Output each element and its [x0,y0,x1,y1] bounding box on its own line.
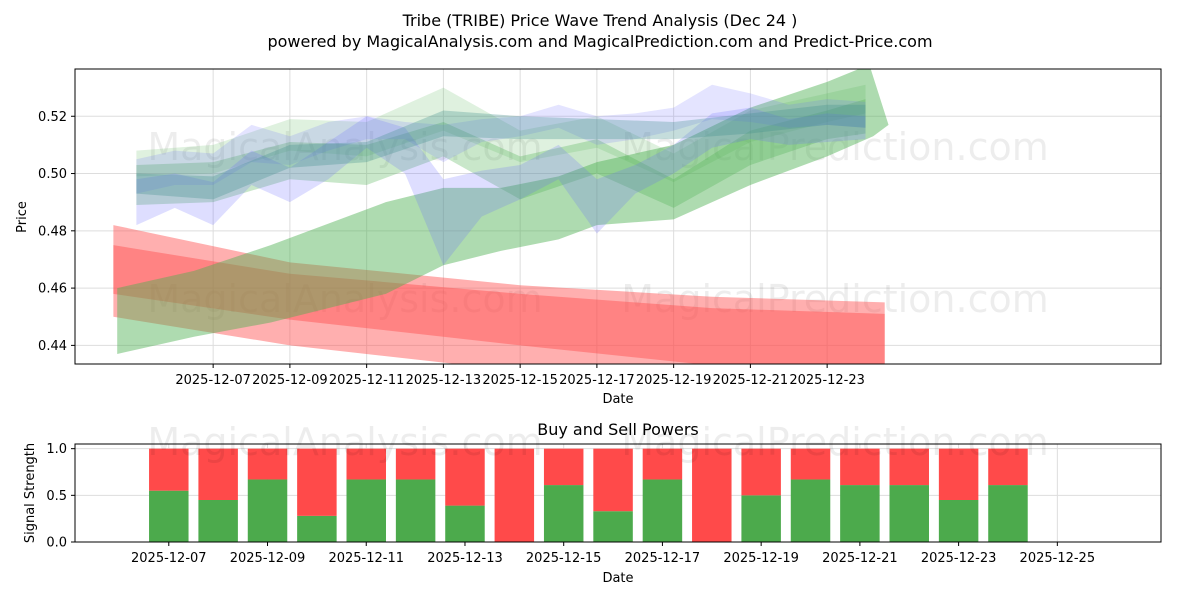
price-y-tick-label: 0.52 [38,110,67,125]
buy-bar [198,500,238,542]
price-y-tick-label: 0.44 [38,339,67,354]
sell-bar [346,448,386,480]
buy-bar [543,485,584,542]
signal-chart: Buy and Sell Powers MagicalAnalysis.com … [23,420,1162,586]
signal-x-ticks: 2025-12-07 2025-12-09 2025-12-11 2025-12-13… [131,542,1095,566]
buy-bar [149,490,189,542]
price-grid [75,69,1161,364]
price-x-tick-label: 2025-12-15 [482,373,558,388]
price-x-ticks: 2025-12-07 2025-12-09 2025-12-11 2025-12-13… [175,364,865,388]
signal-x-tick-label: 2025-12-09 [230,551,306,566]
signal-plot-frame [74,443,1162,543]
watermark-prediction-mid: MagicalPrediction.com [621,277,1049,321]
price-chart: MagicalAnalysis.com MagicalPrediction.co… [15,68,1162,407]
price-band-red-band-1 [113,225,885,364]
signal-y-tick-label: 0.0 [46,536,67,551]
watermark-prediction-bottom: MagicalPrediction.com [621,420,1049,464]
sell-bar [988,448,1028,486]
price-x-tick-label: 2025-12-11 [329,373,405,388]
price-plot-background [75,69,1161,364]
buy-bar [593,511,633,542]
sell-bar [692,448,732,542]
sell-bar [543,448,584,486]
price-y-ticks: 0.44 0.46 0.48 0.50 0.52 [38,110,75,354]
price-band-teal-band [136,104,866,200]
price-band-red-band-2 [113,245,885,364]
buy-bar [889,485,929,542]
watermark-analysis-bottom: MagicalAnalysis.com [147,420,542,464]
signal-x-tick-label: 2025-12-17 [625,551,701,566]
signal-x-tick-label: 2025-12-21 [822,551,898,566]
sell-bar [247,448,288,480]
price-plot-frame [74,68,1162,365]
sell-bar [642,448,683,480]
price-band-blue-band-1 [136,107,866,266]
signal-x-tick-label: 2025-12-23 [921,551,997,566]
signal-x-tick-label: 2025-12-07 [131,551,207,566]
signal-bars [149,448,1028,542]
sell-bar [593,448,633,512]
price-x-tick-label: 2025-12-13 [406,373,482,388]
sell-bar [840,448,880,486]
sell-bar [938,448,979,500]
sell-bar [395,448,436,480]
buy-bar [790,479,831,542]
price-band-green-band-2 [136,99,866,208]
signal-x-label: Date [602,571,633,586]
signal-x-tick-label: 2025-12-19 [723,551,799,566]
signal-x-tick-label: 2025-12-11 [328,551,404,566]
price-x-label: Date [602,392,633,407]
buy-bar [445,505,485,542]
buy-bar [346,479,386,542]
sell-bar [741,448,781,496]
price-y-tick-label: 0.48 [38,224,67,239]
buy-bar [297,515,337,542]
buy-bar [938,500,979,542]
buy-bar [395,479,436,542]
sell-bar [445,448,485,506]
signal-y-ticks: 0.0 0.5 1.0 [46,442,75,551]
price-x-tick-label: 2025-12-23 [789,373,865,388]
buy-bar [642,479,683,542]
price-bands [113,69,889,364]
buy-bar [247,479,288,542]
signal-x-tick-label: 2025-12-15 [526,551,602,566]
price-x-tick-label: 2025-12-17 [559,373,635,388]
buy-bar [988,485,1028,542]
price-watermarks: MagicalAnalysis.com MagicalPrediction.co… [147,125,1048,321]
sell-bar [297,448,337,516]
sell-bar [889,448,929,486]
sell-bar [790,448,831,480]
price-band-green-band-1 [117,69,889,354]
price-y-label: Price [15,201,30,233]
chart-title: Tribe (TRIBE) Price Wave Trend Analysis … [402,11,798,30]
buy-bar [741,495,781,542]
price-y-tick-label: 0.46 [38,282,67,297]
watermark-prediction-top: MagicalPrediction.com [621,125,1049,169]
signal-x-tick-label: 2025-12-13 [427,551,503,566]
price-band-blue-band-2 [136,84,866,194]
sell-bar [198,448,238,500]
signal-chart-title: Buy and Sell Powers [537,420,699,439]
signal-y-label: Signal Strength [23,443,38,543]
buy-bar [840,485,880,542]
price-x-tick-label: 2025-12-21 [713,373,789,388]
price-y-tick-label: 0.50 [38,167,67,182]
signal-x-tick-label: 2025-12-25 [1020,551,1096,566]
signal-y-tick-label: 0.5 [46,489,67,504]
watermark-analysis-mid: MagicalAnalysis.com [147,277,542,321]
price-band-green-band-3 [136,84,866,183]
price-x-tick-label: 2025-12-07 [175,373,251,388]
signal-y-tick-label: 1.0 [46,442,67,457]
price-x-tick-label: 2025-12-19 [636,373,712,388]
sell-bar [149,448,189,491]
price-x-tick-label: 2025-12-09 [252,373,328,388]
chart-subtitle: powered by MagicalAnalysis.com and Magic… [267,32,932,51]
watermark-analysis-top: MagicalAnalysis.com [147,125,542,169]
sell-bar [494,448,535,542]
